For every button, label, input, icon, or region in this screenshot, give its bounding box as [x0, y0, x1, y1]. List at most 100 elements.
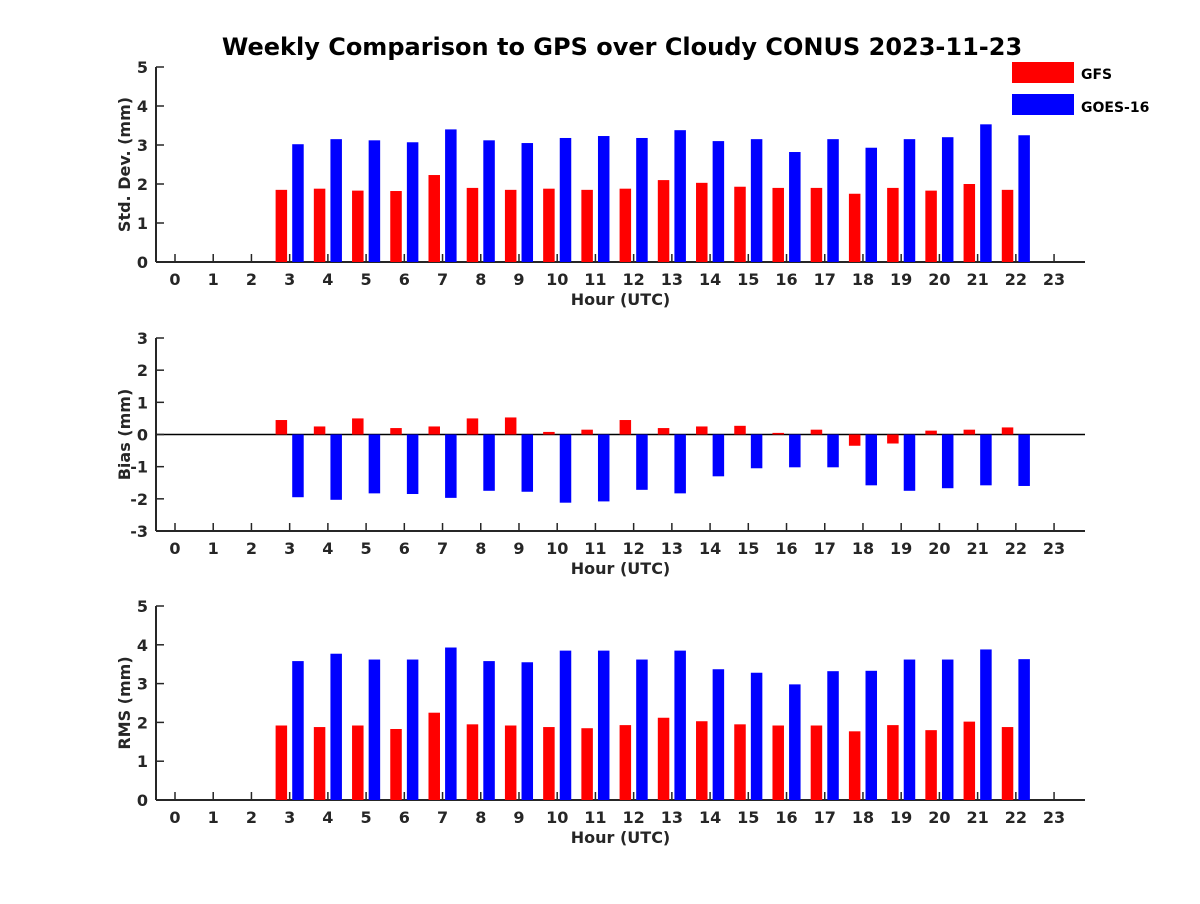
bias-bar-goes16: [750, 434, 763, 469]
bias-x-tick-label: 21: [966, 539, 988, 558]
rms-x-tick-label: 6: [399, 808, 410, 827]
rms-bar-goes16: [712, 669, 725, 800]
stddev-bar-goes16: [865, 147, 878, 262]
rms-bar-gfs: [887, 725, 899, 800]
stddev-x-tick-label: 17: [814, 270, 836, 289]
bias-bar-gfs: [734, 425, 746, 435]
bias-bar-goes16: [559, 434, 572, 503]
rms-x-tick-label: 3: [284, 808, 295, 827]
bias-bar-gfs: [963, 429, 976, 435]
stddev-bar-goes16: [827, 139, 839, 262]
bias-x-tick-label: 22: [1005, 539, 1027, 558]
bias-bar-gfs: [657, 428, 670, 435]
stddev-x-tick-label: 4: [322, 270, 333, 289]
stddev-x-tick-label: 22: [1005, 270, 1027, 289]
legend-swatch-goes16: [1012, 94, 1074, 115]
stddev-x-tick-label: 14: [699, 270, 721, 289]
rms-bar-goes16: [406, 659, 419, 800]
stddev-x-tick-label: 18: [852, 270, 874, 289]
stddev-bar-goes16: [980, 124, 992, 262]
rms-bar-goes16: [980, 649, 992, 800]
bias-x-axis-label: Hour (UTC): [571, 559, 671, 578]
bias-x-tick-label: 0: [169, 539, 180, 558]
rms-bar-goes16: [1018, 659, 1030, 800]
stddev-x-tick-label: 10: [546, 270, 568, 289]
rms-bar-goes16: [789, 684, 801, 800]
rms-x-tick-label: 14: [699, 808, 721, 827]
bias-x-tick-label: 13: [661, 539, 683, 558]
stddev-x-tick-label: 15: [737, 270, 759, 289]
stddev-bar-goes16: [368, 140, 381, 262]
rms-y-axis-label: RMS (mm): [115, 656, 134, 749]
bias-bar-goes16: [674, 434, 686, 494]
stddev-bar-gfs: [275, 189, 288, 262]
bias-bar-goes16: [827, 434, 839, 468]
stddev-bar-goes16: [750, 139, 763, 262]
bias-x-tick-label: 14: [699, 539, 721, 558]
rms-bar-goes16: [445, 647, 457, 800]
bias-bar-gfs: [810, 429, 823, 435]
bias-x-tick-label: 11: [584, 539, 606, 558]
rms-x-tick-label: 17: [814, 808, 836, 827]
bias-bar-gfs: [390, 428, 402, 435]
bias-bar-gfs: [848, 434, 861, 446]
stddev-x-tick-label: 6: [399, 270, 410, 289]
rms-x-tick-label: 13: [661, 808, 683, 827]
bias-bar-goes16: [597, 434, 610, 502]
bias-x-tick-label: 3: [284, 539, 295, 558]
rms-x-tick-label: 23: [1043, 808, 1065, 827]
stddev-x-tick-label: 2: [246, 270, 257, 289]
chart-title: Weekly Comparison to GPS over Cloudy CON…: [222, 33, 1022, 61]
bias-x-tick-label: 15: [737, 539, 759, 558]
rms-y-tick-label: 0: [137, 791, 148, 810]
rms-bar-goes16: [559, 650, 572, 800]
bias-bar-gfs: [1001, 427, 1014, 435]
stddev-bar-gfs: [657, 180, 670, 262]
stddev-x-tick-label: 3: [284, 270, 295, 289]
bias-y-tick-label: -2: [130, 490, 148, 509]
bias-y-tick-label: 1: [137, 393, 148, 412]
rms-x-tick-label: 15: [737, 808, 759, 827]
bias-bar-gfs: [543, 431, 555, 435]
rms-bar-gfs: [390, 728, 402, 800]
stddev-bar-goes16: [636, 137, 648, 262]
stddev-x-tick-label: 23: [1043, 270, 1065, 289]
rms-y-tick-label: 2: [137, 713, 148, 732]
rms-bar-goes16: [636, 659, 648, 800]
stddev-bar-gfs: [810, 187, 823, 262]
rms-x-tick-label: 22: [1005, 808, 1027, 827]
stddev-x-tick-label: 0: [169, 270, 180, 289]
bias-y-tick-label: 0: [137, 426, 148, 445]
bias-bar-goes16: [941, 434, 954, 489]
stddev-bar-goes16: [483, 140, 495, 262]
rms-bar-gfs: [352, 725, 364, 800]
stddev-bar-gfs: [887, 187, 899, 262]
rms-x-tick-label: 12: [623, 808, 645, 827]
stddev-x-tick-label: 1: [208, 270, 219, 289]
bias-bar-gfs: [504, 417, 517, 435]
stddev-bar-gfs: [581, 189, 593, 262]
rms-y-tick-label: 4: [137, 636, 148, 655]
stddev-bar-goes16: [521, 143, 534, 262]
stddev-bar-gfs: [352, 190, 364, 262]
rms-x-tick-label: 4: [322, 808, 333, 827]
rms-bar-goes16: [865, 670, 878, 800]
rms-y-tick-label: 3: [137, 675, 148, 694]
bias-x-tick-label: 19: [890, 539, 912, 558]
bias-bar-goes16: [368, 434, 381, 494]
stddev-x-tick-label: 16: [775, 270, 797, 289]
rms-x-tick-label: 11: [584, 808, 606, 827]
bias-bar-gfs: [466, 418, 479, 435]
bias-x-tick-label: 17: [814, 539, 836, 558]
bias-bar-gfs: [581, 429, 593, 435]
stddev-bar-gfs: [925, 190, 937, 262]
rms-x-tick-label: 16: [775, 808, 797, 827]
bias-bar-goes16: [406, 434, 419, 495]
stddev-y-axis-label: Std. Dev. (mm): [115, 97, 134, 232]
stddev-bar-goes16: [903, 139, 916, 262]
rms-bar-gfs: [619, 725, 632, 800]
rms-bar-gfs: [772, 725, 784, 800]
bias-bar-goes16: [445, 434, 457, 498]
